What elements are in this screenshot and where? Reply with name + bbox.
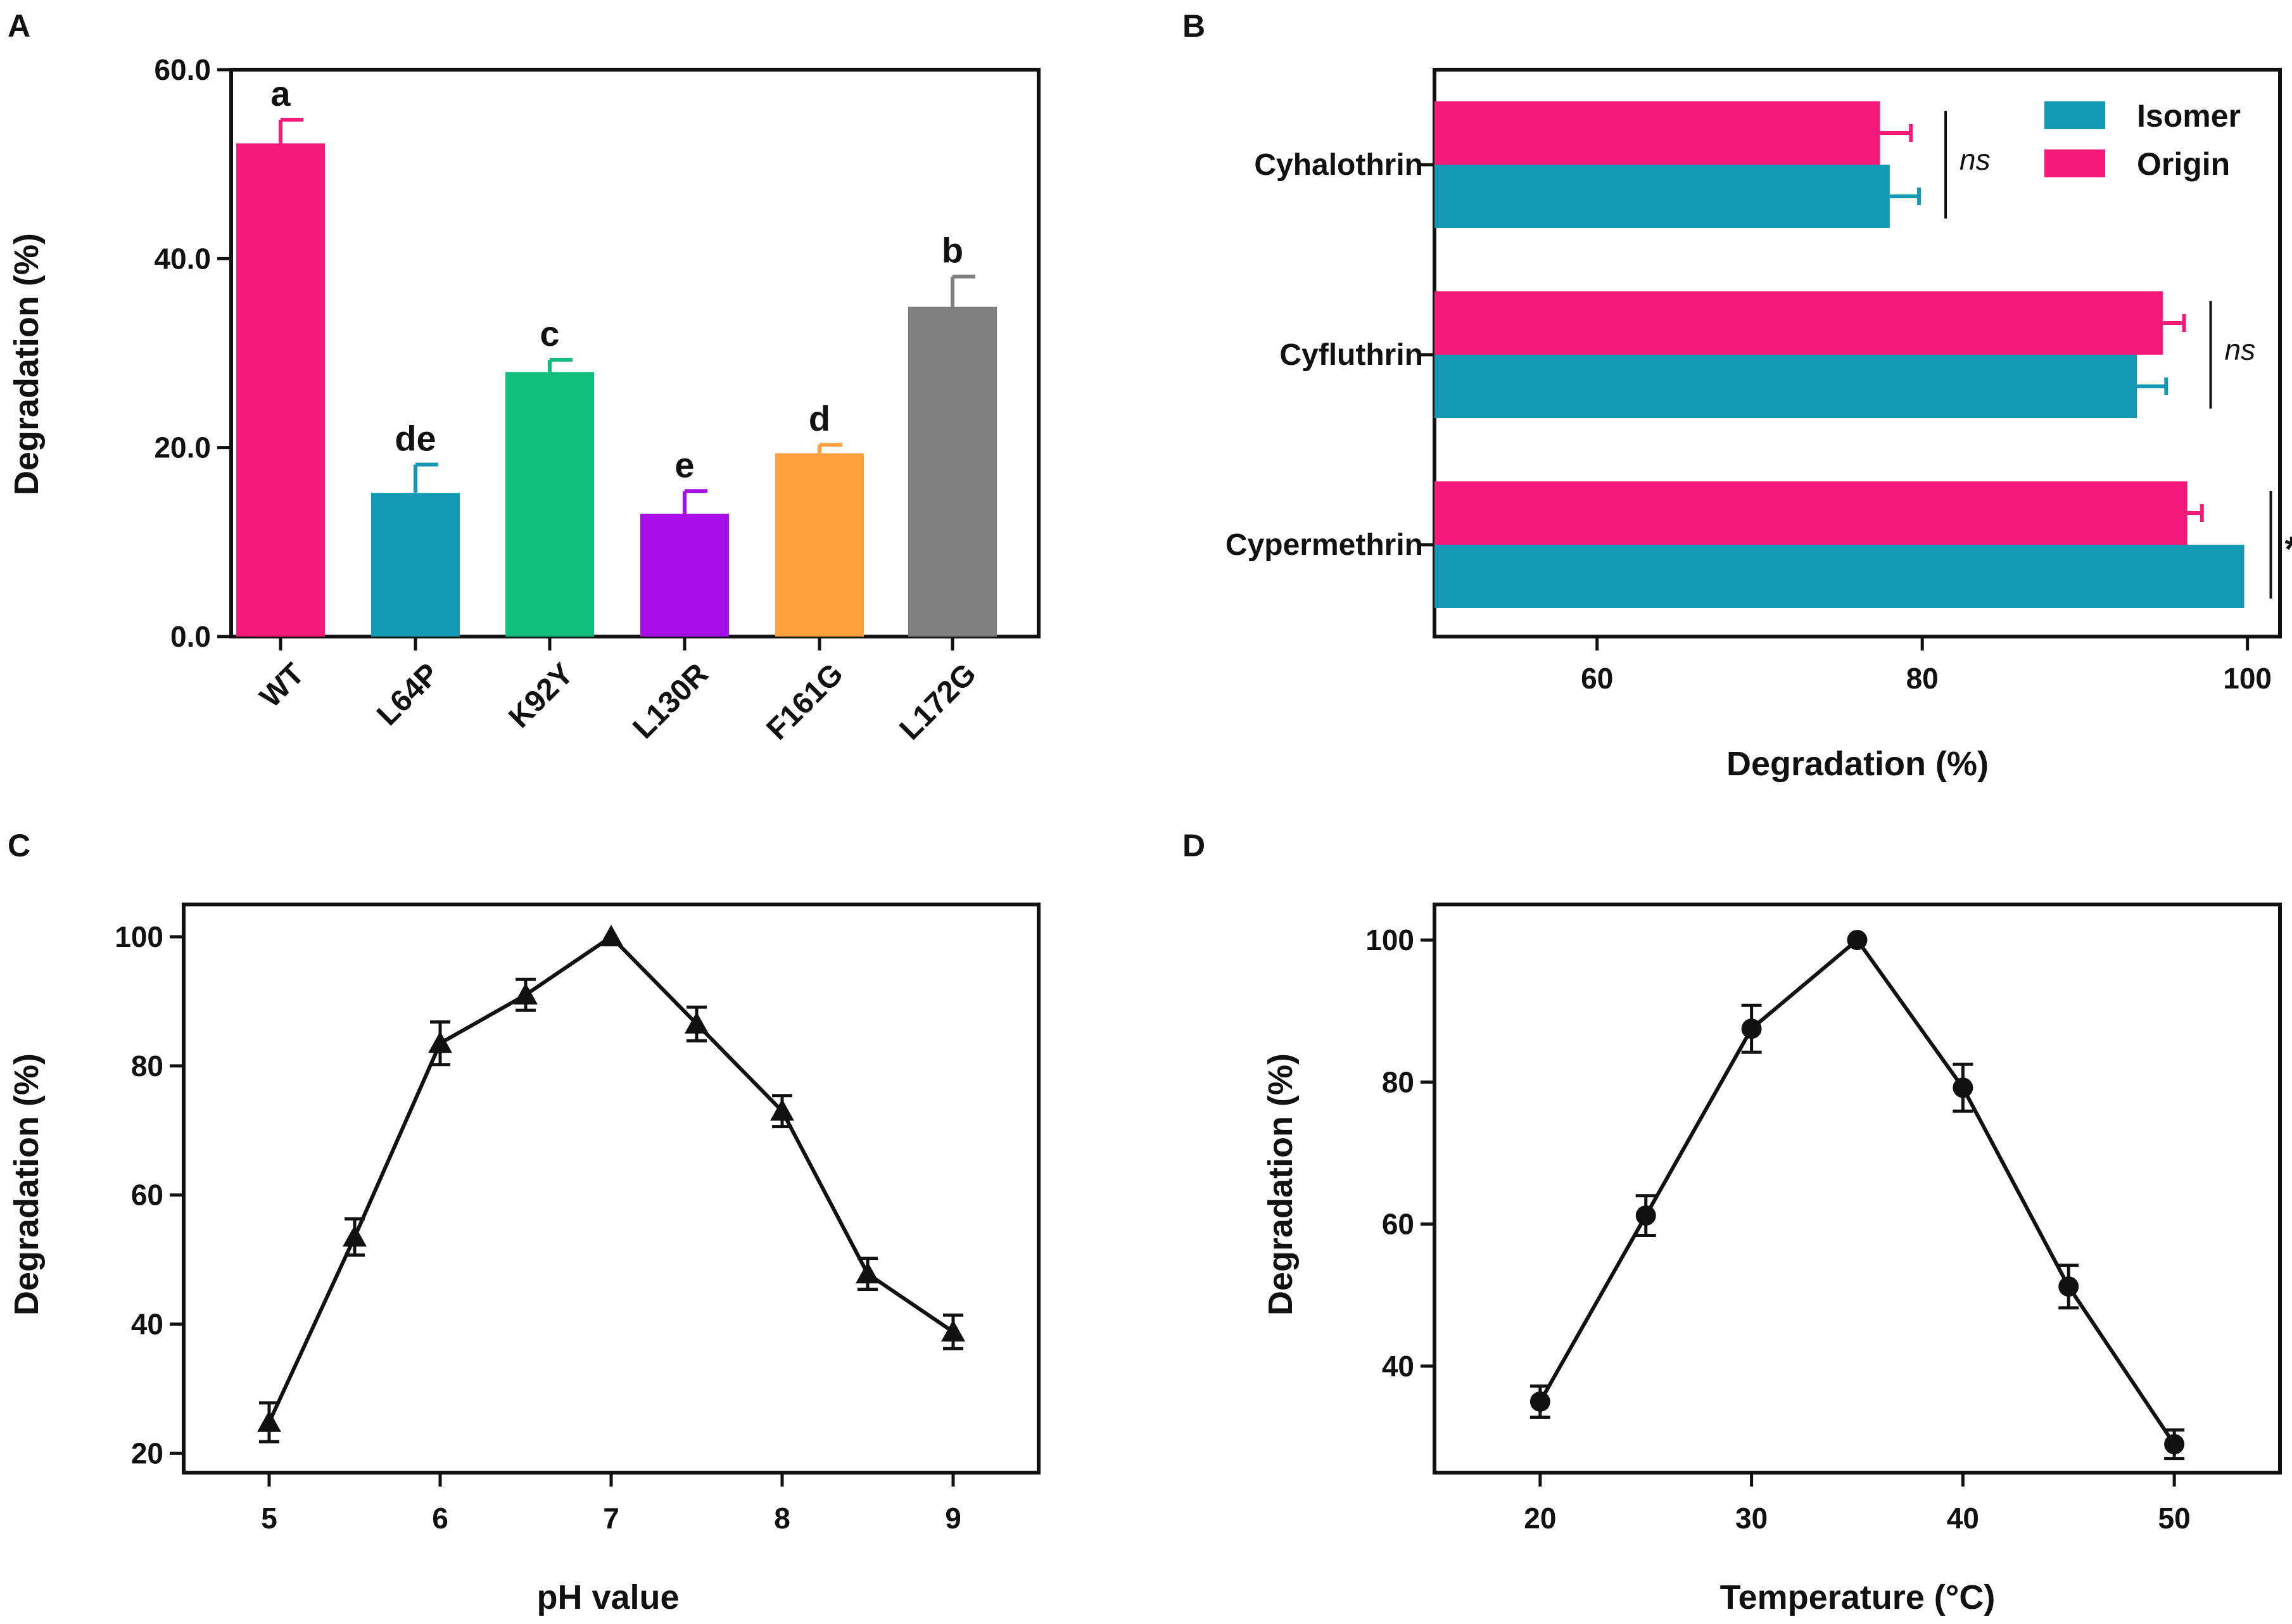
- legend-swatch-isomer: [2044, 101, 2105, 129]
- panel-d-xtick-label: 50: [2158, 1502, 2191, 1535]
- panel-d-xlabel: Temperature (°C): [1720, 1578, 1996, 1616]
- panel-a-bar: [908, 307, 997, 637]
- panel-b-bar-origin: [1434, 481, 2188, 545]
- panel-a-bar: [640, 514, 729, 637]
- panel-d-ylabel: Degradation (%): [1262, 1053, 1300, 1316]
- panel-d-frame: [1433, 903, 2282, 1475]
- panel-a-bar: [371, 493, 460, 637]
- panel-d-ytick-label: 80: [1382, 1065, 1414, 1098]
- panel-a-category-label: WT: [254, 657, 311, 714]
- panel-c-data-point: [343, 1224, 367, 1247]
- panel-a-significance-letter: a: [270, 73, 291, 113]
- panel-label-d: D: [1182, 828, 1205, 863]
- panel-a-ytick-label: 20.0: [154, 431, 211, 464]
- panel-c-ytick-label: 20: [131, 1437, 163, 1469]
- panel-d-data-point: [1953, 1077, 1973, 1098]
- panel-d-ytick-label: 60: [1382, 1208, 1414, 1241]
- panel-c-data-point: [257, 1410, 281, 1432]
- panel-a-ytick-label: 40.0: [154, 242, 211, 275]
- legend-label-isomer: Isomer: [2137, 98, 2241, 134]
- panel-b-significance-mark: ns: [2225, 333, 2256, 366]
- panel-b-xlabel: Degradation (%): [1726, 745, 1989, 783]
- panel-c-xtick-label: 6: [432, 1502, 448, 1535]
- panel-a-bar: [236, 143, 325, 637]
- panel-c-xlabel: pH value: [536, 1578, 679, 1616]
- panel-d-series-line: [1538, 938, 2176, 1445]
- panel-a-significance-letter: c: [540, 314, 559, 353]
- panel-c-ytick-label: 60: [131, 1179, 163, 1212]
- panel-c-xtick-label: 9: [945, 1502, 961, 1535]
- panel-b-category-label: Cyfluthrin: [1279, 338, 1423, 372]
- panel-c-data-point: [514, 982, 538, 1005]
- panel-a-category-label: K92Y: [502, 657, 579, 734]
- panel-b-bar-origin: [1434, 291, 2163, 355]
- panel-c-data-point: [856, 1262, 880, 1284]
- panel-a-bar: [505, 372, 594, 637]
- panel-b-bar-isomer: [1434, 545, 2245, 608]
- panel-b-significance-mark: ns: [1960, 143, 1991, 176]
- panel-c-series-line: [267, 934, 954, 1423]
- panel-b-xtick-label: 60: [1581, 662, 1613, 695]
- panel-d-xtick-label: 20: [1524, 1502, 1556, 1535]
- panel-b-xtick-label: 80: [1906, 662, 1939, 695]
- panel-a-significance-letter: d: [809, 398, 830, 438]
- panel-c-data-point: [685, 1012, 709, 1034]
- panel-d-data-point: [1741, 1018, 1762, 1039]
- panel-a-ytick-label: 0.0: [170, 620, 211, 653]
- panel-a-significance-letter: e: [674, 445, 694, 485]
- panel-a-category-label: F161G: [761, 657, 850, 746]
- panel-c-frame: [182, 903, 1041, 1475]
- panel-c-data-point: [770, 1099, 794, 1121]
- panel-b-xtick-label: 100: [2223, 662, 2272, 695]
- panel-a-frame: [229, 68, 1041, 638]
- panel-d-xtick-label: 30: [1735, 1502, 1768, 1535]
- panel-label-c: C: [8, 828, 30, 863]
- panel-c-data-point: [428, 1031, 452, 1053]
- panel-c-data-point: [599, 924, 623, 947]
- panel-d-ytick-label: 100: [1365, 923, 1414, 956]
- panel-d-xtick-label: 40: [1947, 1502, 1979, 1535]
- panel-a-significance-letter: de: [395, 419, 436, 459]
- panel-b-bar-isomer: [1434, 165, 1890, 228]
- panel-c-ytick-label: 40: [131, 1308, 163, 1341]
- panel-d-data-point: [1529, 1391, 1550, 1412]
- panel-c-xtick-label: 8: [774, 1502, 790, 1535]
- panel-d-data-point: [1635, 1205, 1656, 1226]
- panel-b-category-label: Cyhalothrin: [1254, 148, 1423, 182]
- panel-b-category-label: Cypermethrin: [1225, 528, 1423, 562]
- legend-swatch-origin: [2044, 149, 2105, 177]
- panel-d-data-point: [2164, 1434, 2185, 1455]
- panel-c-xtick-label: 5: [261, 1502, 277, 1535]
- panel-a-ylabel: Degradation (%): [8, 233, 46, 495]
- legend-label-origin: Origin: [2137, 146, 2230, 182]
- panel-c-ylabel: Degradation (%): [8, 1053, 46, 1316]
- panel-b-bar-origin: [1434, 101, 1880, 165]
- panel-c-data-point: [941, 1319, 965, 1342]
- panel-a-bar: [775, 453, 864, 637]
- panel-a-category-label: L172G: [894, 657, 983, 746]
- panel-c-ytick-label: 80: [131, 1050, 163, 1082]
- panel-b-significance-mark: *: [2285, 529, 2292, 569]
- panel-b-legend: Isomer Origin: [2044, 98, 2241, 182]
- panel-label-b: B: [1182, 8, 1205, 44]
- panel-d-data-point: [1847, 930, 1868, 951]
- panel-a-category-label: L130R: [626, 657, 714, 745]
- panel-a-ytick-label: 60.0: [154, 53, 211, 86]
- panel-c-xtick-label: 7: [603, 1502, 619, 1535]
- panel-d-ytick-label: 40: [1382, 1350, 1414, 1383]
- panel-c-ytick-label: 100: [115, 920, 163, 953]
- panel-a-significance-letter: b: [942, 231, 963, 270]
- panel-d-data-point: [2058, 1276, 2079, 1297]
- panel-label-a: A: [8, 8, 30, 44]
- panel-b-bar-isomer: [1434, 355, 2137, 418]
- panel-a-category-label: L64P: [370, 657, 446, 732]
